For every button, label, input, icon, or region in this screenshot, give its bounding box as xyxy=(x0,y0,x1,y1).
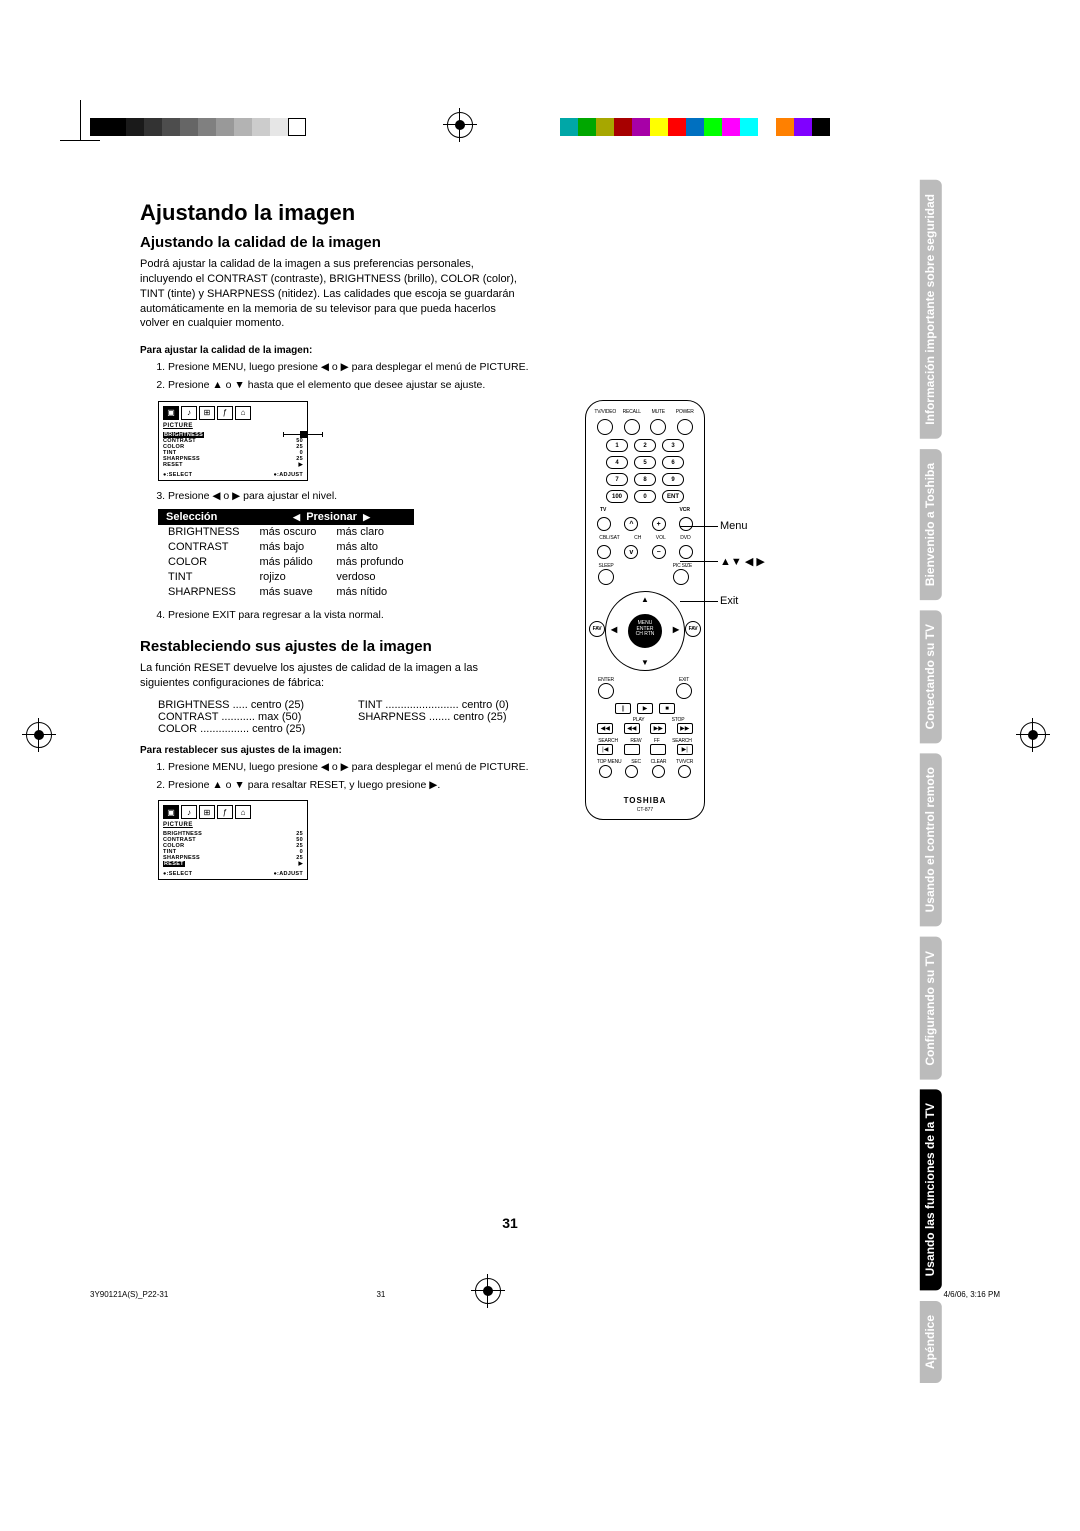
footer-mid: 31 xyxy=(376,1290,385,1299)
grayscale-bar xyxy=(90,118,306,136)
defaults-list: BRIGHTNESS ..... centro (25)TINT .......… xyxy=(158,699,880,735)
remote-body: TV/VIDEORECALLMUTEPOWER1234567891000ENTT… xyxy=(585,400,705,820)
side-tab: Conectando su TV xyxy=(920,610,942,743)
osd-screenshot: ▣♪⊞ƒ⌂PICTUREBRIGHTNESS25CONTRAST50COLOR2… xyxy=(158,800,308,880)
leader-line xyxy=(680,601,718,602)
crop-mark xyxy=(80,100,81,140)
registration-target-right xyxy=(1020,722,1046,748)
steps-list: Presione ◀ o ▶ para ajustar el nivel. xyxy=(168,489,880,504)
registration-target-top xyxy=(447,112,473,138)
steps-list: Presione EXIT para regresar a la vista n… xyxy=(168,608,880,623)
steps-list: Presione MENU, luego presione ◀ o ▶ para… xyxy=(168,360,880,392)
color-bar xyxy=(560,118,830,136)
footer-right: 4/6/06, 3:16 PM xyxy=(944,1290,1000,1299)
step: Presione ▲ o ▼ hasta que el elemento que… xyxy=(168,378,880,393)
footer-left: 3Y90121A(S)_P22-31 xyxy=(90,1290,168,1299)
section-heading: Ajustando la calidad de la imagen xyxy=(140,234,880,251)
intro-text: Podrá ajustar la calidad de la imagen a … xyxy=(140,257,520,331)
page-number: 31 xyxy=(140,1215,880,1231)
registration-target-left xyxy=(26,722,52,748)
steps-list: Presione MENU, luego presione ◀ o ▶ para… xyxy=(168,760,880,792)
sub-heading: Para restablecer sus ajustes de la image… xyxy=(140,745,880,756)
page-content: Ajustando la imagen Ajustando la calidad… xyxy=(140,200,880,888)
remote-diagram: TV/VIDEORECALLMUTEPOWER1234567891000ENTT… xyxy=(585,400,705,820)
side-tab: Configurando su TV xyxy=(920,937,942,1080)
step: Presione ▲ o ▼ para resaltar RESET, y lu… xyxy=(168,778,880,793)
step: Presione MENU, luego presione ◀ o ▶ para… xyxy=(168,760,880,775)
sub-heading: Para ajustar la calidad de la imagen: xyxy=(140,345,880,356)
step: Presione EXIT para regresar a la vista n… xyxy=(168,608,880,623)
crop-mark xyxy=(60,140,100,141)
leader-line xyxy=(680,526,718,527)
step: Presione ◀ o ▶ para ajustar el nivel. xyxy=(168,489,880,504)
page-title: Ajustando la imagen xyxy=(140,200,880,226)
remote-label-arrows: ▲▼ ◀ ▶ xyxy=(720,555,765,568)
section-heading: Restableciendo sus ajustes de la imagen xyxy=(140,638,880,655)
side-tab: Información importante sobre seguridad xyxy=(920,180,942,439)
footer: 3Y90121A(S)_P22-31 31 4/6/06, 3:16 PM xyxy=(90,1290,1000,1299)
remote-label-exit: Exit xyxy=(720,595,738,607)
remote-label-menu: Menu xyxy=(720,520,748,532)
side-tab: Apéndice xyxy=(920,1301,942,1383)
osd-screenshot: ▣♪⊞ƒ⌂PICTUREBRIGHTNESSCONTRAST50COLOR25T… xyxy=(158,401,308,481)
side-tab: Usando el control remoto xyxy=(920,753,942,926)
reset-intro: La función RESET devuelve los ajustes de… xyxy=(140,661,520,691)
side-tab: Bienvenido a Toshiba xyxy=(920,449,942,600)
side-tabs: Información importante sobre seguridad Bi… xyxy=(920,180,980,1393)
step: Presione MENU, luego presione ◀ o ▶ para… xyxy=(168,360,880,375)
selection-table: Selección◀ Presionar ▶BRIGHTNESSmás oscu… xyxy=(158,509,414,599)
side-tab: Usando las funciones de la TV xyxy=(920,1089,942,1290)
leader-line xyxy=(680,561,718,562)
